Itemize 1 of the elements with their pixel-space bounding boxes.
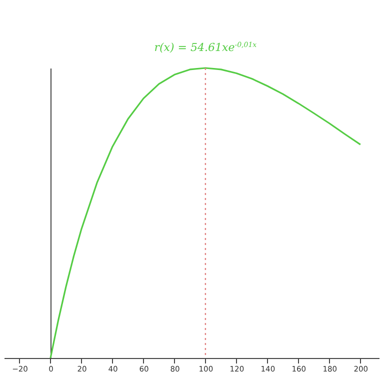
series-label: r(x) = 54.61xe$^{-0,01x}$ <box>154 41 257 54</box>
